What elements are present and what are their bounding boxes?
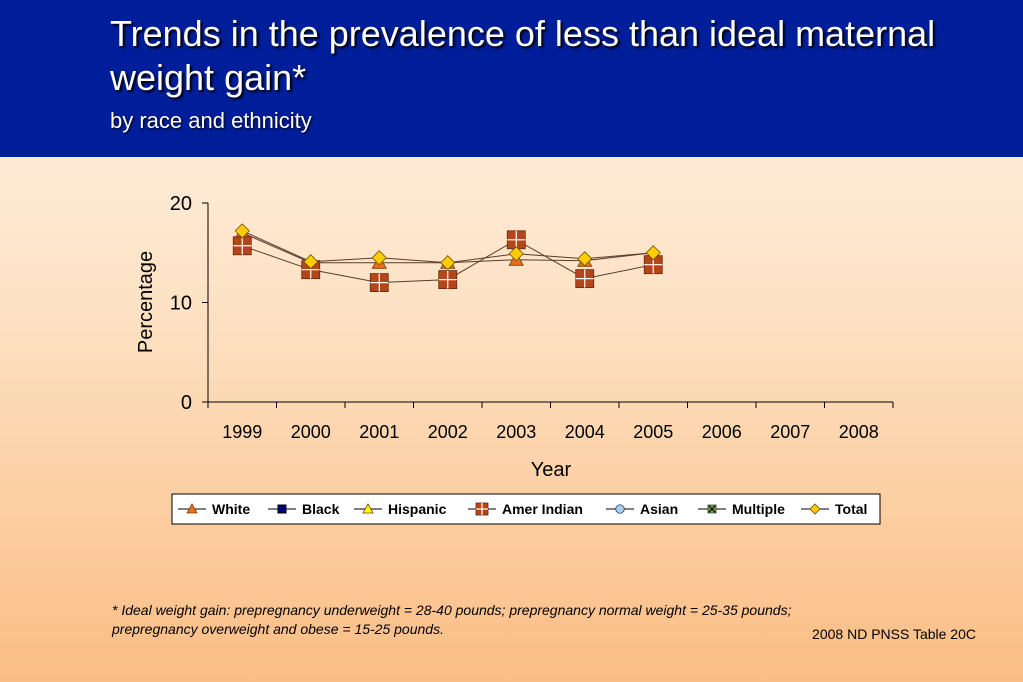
y-tick-label: 10 bbox=[170, 293, 192, 315]
legend-marker-amer-indian bbox=[475, 502, 489, 516]
legend-label: Total bbox=[835, 501, 867, 517]
legend-marker-multiple bbox=[707, 504, 717, 514]
legend-label: Amer Indian bbox=[502, 501, 583, 517]
legend-marker-hispanic bbox=[362, 503, 374, 514]
x-tick-label: 2001 bbox=[359, 422, 399, 442]
legend-label: Asian bbox=[640, 501, 678, 517]
legend-item-amer-indian: Amer Indian bbox=[468, 501, 583, 517]
x-tick-label: 2005 bbox=[633, 422, 673, 442]
data-point-total bbox=[645, 245, 661, 261]
data-point-total bbox=[303, 254, 319, 270]
x-tick-label: 2004 bbox=[565, 422, 605, 442]
legend-item-black: Black bbox=[268, 501, 340, 517]
x-tick-label: 2003 bbox=[496, 422, 536, 442]
legend-item-white: White bbox=[178, 501, 250, 517]
legend-item-hispanic: Hispanic bbox=[354, 501, 447, 517]
data-point-amer-indian bbox=[575, 269, 595, 289]
legend-marker-total bbox=[809, 503, 821, 515]
x-tick-label: 2006 bbox=[702, 422, 742, 442]
data-point-total bbox=[577, 251, 593, 267]
chart-axes: 0 10 20 1999 2000 2001 2002 2003 2004 2005 2006 200… bbox=[170, 193, 894, 442]
page-title: Trends in the prevalence of less than id… bbox=[110, 13, 936, 98]
data-point-amer-indian bbox=[369, 273, 389, 293]
legend-item-asian: Asian bbox=[606, 501, 678, 517]
legend-label: Multiple bbox=[732, 501, 785, 517]
footnote: * Ideal weight gain: prepregnancy underw… bbox=[112, 602, 792, 637]
legend-label: White bbox=[212, 501, 250, 517]
data-point-total bbox=[371, 250, 387, 266]
x-tick-label: 1999 bbox=[222, 422, 262, 442]
data-point-amer-indian bbox=[232, 236, 252, 256]
legend-item-total: Total bbox=[801, 501, 867, 517]
series-markers bbox=[232, 223, 663, 293]
title-banner: Trends in the prevalence of less than id… bbox=[0, 0, 1023, 157]
data-point-total bbox=[508, 246, 524, 262]
y-axis-label: Percentage bbox=[135, 251, 157, 353]
page-subtitle: by race and ethnicity bbox=[110, 108, 312, 133]
y-tick-label: 0 bbox=[181, 392, 192, 414]
legend-marker-asian bbox=[615, 504, 625, 514]
chart-legend: White Black Hispanic Amer Indian Asian Multip… bbox=[171, 493, 881, 525]
legend-marker-black bbox=[277, 504, 287, 514]
data-point-amer-indian bbox=[506, 230, 526, 250]
legend-marker-white bbox=[186, 503, 198, 514]
x-tick-label: 2008 bbox=[839, 422, 879, 442]
legend-label: Black bbox=[302, 501, 340, 517]
y-tick-label: 20 bbox=[170, 193, 192, 215]
data-point-total bbox=[440, 255, 456, 271]
line-chart: 0 10 20 1999 2000 2001 2002 2003 2004 2005 2006 200… bbox=[135, 193, 894, 525]
x-tick-label: 2000 bbox=[291, 422, 331, 442]
x-tick-label: 2002 bbox=[428, 422, 468, 442]
legend-item-multiple: Multiple bbox=[698, 501, 785, 517]
data-point-total bbox=[234, 223, 250, 239]
legend-label: Hispanic bbox=[388, 501, 447, 517]
data-point-amer-indian bbox=[438, 270, 458, 290]
source-note: 2008 ND PNSS Table 20C bbox=[812, 626, 976, 642]
x-tick-label: 2007 bbox=[770, 422, 810, 442]
x-axis-label: Year bbox=[531, 459, 572, 481]
